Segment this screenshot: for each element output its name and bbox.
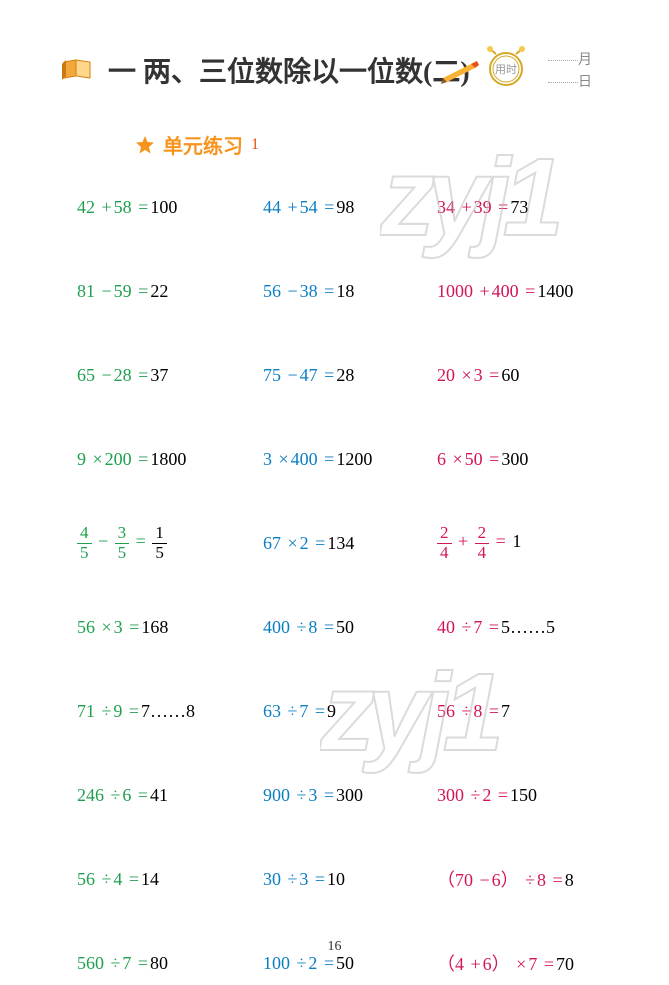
problem-cell: 34 +39 =73 <box>437 197 592 218</box>
problem: 81 −59 =22 <box>77 281 168 301</box>
problem: 56 ×3 =168 <box>77 617 168 637</box>
problem: 100 ÷2 =50 <box>263 953 354 973</box>
problem: 9 ×200 =1800 <box>77 449 186 469</box>
problem: 300 ÷2 =150 <box>437 785 537 805</box>
problem: （4 +6） ×7 =70 <box>437 954 574 974</box>
date-area: 月 日 <box>548 50 592 94</box>
problem-cell: 56 ×3 =168 <box>77 617 263 638</box>
page-header: 一 两、三位数除以一位数(二) 用时 月 日 <box>0 40 669 120</box>
subtitle-num: 1 <box>251 136 259 153</box>
book-icon <box>62 58 94 82</box>
problem-row: 56 ÷4 =14 30 ÷3 =10 （70 −6） ÷8 =8 <box>77 861 592 897</box>
problem-cell: 56 ÷4 =14 <box>77 869 263 890</box>
problem-cell: 67 ×2 =134 <box>263 533 437 554</box>
problem-cell: 3 ×400 =1200 <box>263 449 437 470</box>
problem: 67 ×2 =134 <box>263 533 354 553</box>
problems-grid: 42 +58 =100 44 +54 =98 34 +39 =73 81 −59 =2… <box>0 189 669 981</box>
problem: 30 ÷3 =10 <box>263 869 345 889</box>
problem-cell: 900 ÷3 =300 <box>263 785 437 806</box>
problem: 6 ×50 =300 <box>437 449 528 469</box>
problem: 400 ÷8 =50 <box>263 617 354 637</box>
problem-cell: 6 ×50 =300 <box>437 449 592 470</box>
problem-cell: 81 −59 =22 <box>77 281 263 302</box>
problem-cell: 400 ÷8 =50 <box>263 617 437 638</box>
problem: 63 ÷7 =9 <box>263 701 336 721</box>
problem-cell: 246 ÷6 =41 <box>77 785 263 806</box>
problem-cell: 56 −38 =18 <box>263 281 437 302</box>
problem-cell: 56 ÷8 =7 <box>437 701 592 722</box>
problem: 24 + 24 = 1 <box>437 531 521 551</box>
problem: 3 ×400 =1200 <box>263 449 372 469</box>
problem-row: 246 ÷6 =41 900 ÷3 =300 300 ÷2 =150 <box>77 777 592 813</box>
problem-cell: 44 +54 =98 <box>263 197 437 218</box>
subtitle-row: 单元练习 1 <box>0 130 669 159</box>
problem-row: 42 +58 =100 44 +54 =98 34 +39 =73 <box>77 189 592 225</box>
problem-cell: 300 ÷2 =150 <box>437 785 592 806</box>
problem: 560 ÷7 =80 <box>77 953 168 973</box>
problem-cell: 71 ÷9 =7……8 <box>77 701 263 722</box>
problem: 34 +39 =73 <box>437 197 528 217</box>
problem: （70 −6） ÷8 =8 <box>437 870 574 890</box>
problem-row: 71 ÷9 =7……8 63 ÷7 =9 56 ÷8 =7 <box>77 693 592 729</box>
day-label: 日 <box>578 75 592 90</box>
problem: 42 +58 =100 <box>77 197 177 217</box>
problem-cell: 100 ÷2 =50 <box>263 953 437 974</box>
problem-row: 56 ×3 =168 400 ÷8 =50 40 ÷7 =5……5 <box>77 609 592 645</box>
problem-row: 9 ×200 =1800 3 ×400 =1200 6 ×50 =300 <box>77 441 592 477</box>
problem: 56 ÷4 =14 <box>77 869 159 889</box>
problem-cell: 40 ÷7 =5……5 <box>437 617 592 638</box>
problem-cell: （70 −6） ÷8 =8 <box>437 866 592 892</box>
problem-cell: 20 ×3 =60 <box>437 365 592 386</box>
clock-icon: 用时 <box>485 46 527 88</box>
page-number: 16 <box>0 939 669 955</box>
problem: 56 ÷8 =7 <box>437 701 510 721</box>
problem-cell: 42 +58 =100 <box>77 197 263 218</box>
problem-row: 65 −28 =37 75 −47 =28 20 ×3 =60 <box>77 357 592 393</box>
problem: 40 ÷7 =5……5 <box>437 617 555 637</box>
problem-cell: 65 −28 =37 <box>77 365 263 386</box>
problem: 56 −38 =18 <box>263 281 354 301</box>
problem-row: 45 − 35 = 15 67 ×2 =134 24 + 24 = 1 <box>77 525 592 561</box>
star-icon <box>135 135 155 155</box>
svg-text:用时: 用时 <box>495 63 517 76</box>
problem-cell: 75 −47 =28 <box>263 365 437 386</box>
subtitle-text: 单元练习 <box>163 130 243 159</box>
problem: 45 − 35 = 15 <box>77 531 167 551</box>
problem: 20 ×3 =60 <box>437 365 519 385</box>
chapter-title: 一 两、三位数除以一位数(二) <box>108 50 470 90</box>
problem: 44 +54 =98 <box>263 197 354 217</box>
problem: 900 ÷3 =300 <box>263 785 363 805</box>
problem-cell: 30 ÷3 =10 <box>263 869 437 890</box>
month-label: 月 <box>578 53 592 68</box>
problem: 246 ÷6 =41 <box>77 785 168 805</box>
problem: 71 ÷9 =7……8 <box>77 701 195 721</box>
pencil-icon <box>441 58 481 84</box>
problem-cell: 560 ÷7 =80 <box>77 953 263 974</box>
problem-cell: 9 ×200 =1800 <box>77 449 263 470</box>
problem-cell: 1000 +400 =1400 <box>437 281 592 302</box>
problem-cell: 45 − 35 = 15 <box>77 524 263 562</box>
problem-cell: 24 + 24 = 1 <box>437 524 592 562</box>
problem: 65 −28 =37 <box>77 365 168 385</box>
problem: 1000 +400 =1400 <box>437 281 573 301</box>
problem-row: 81 −59 =22 56 −38 =18 1000 +400 =1400 <box>77 273 592 309</box>
problem-cell: 63 ÷7 =9 <box>263 701 437 722</box>
problem: 75 −47 =28 <box>263 365 354 385</box>
